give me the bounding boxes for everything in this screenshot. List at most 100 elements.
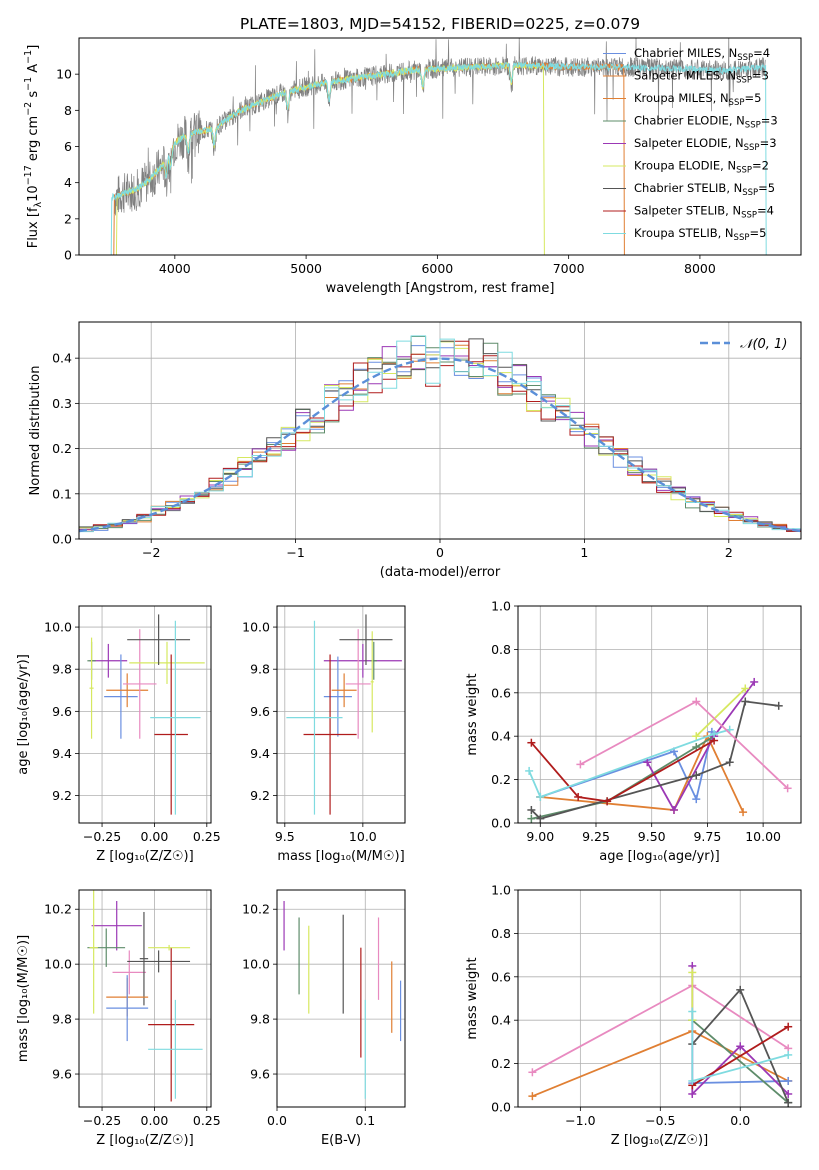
y-tick-label: 6 xyxy=(64,139,72,154)
x-tick-label: 9.50 xyxy=(638,829,666,844)
errorbar-point xyxy=(154,654,188,815)
mass-age-errorbars xyxy=(286,614,402,815)
errorbar-point xyxy=(89,890,98,1014)
plus-marker xyxy=(669,805,678,814)
y-tick-label: 9.4 xyxy=(52,746,72,761)
x-tick-label: 2 xyxy=(725,545,733,560)
plus-marker xyxy=(736,985,745,994)
y-tick-label: 9.8 xyxy=(52,1012,72,1027)
legend-main: Salpeter STELIB, N xyxy=(634,204,741,218)
z-mass-axes: −0.25 0.00 0.25 9.6 9.8 10.0 10.2 Z [log₁₀(Z/Z☉… xyxy=(16,890,221,1148)
plus-marker xyxy=(784,1098,793,1107)
label-part: A xyxy=(26,64,41,77)
plus-marker xyxy=(739,808,748,817)
legend-tail: =4 xyxy=(757,204,774,218)
y-tick-label: 0 xyxy=(64,248,72,263)
y-axis-label: Normed distribution xyxy=(28,366,43,496)
y-tick-label: 0.0 xyxy=(491,816,511,831)
x-tick-label: −2 xyxy=(142,545,160,560)
y-tick-label: 10.2 xyxy=(44,902,72,917)
legend-sub: SSP xyxy=(734,233,750,243)
series-line xyxy=(692,1080,789,1084)
plus-marker xyxy=(692,697,701,706)
x-axis-label: E(B-V) xyxy=(321,1133,361,1148)
series-line xyxy=(540,734,744,813)
z-mass-errorbars xyxy=(87,890,203,1102)
ebv-mass-errorbars xyxy=(283,900,402,1099)
legend-tail: =4 xyxy=(753,46,770,60)
plus-marker xyxy=(692,795,701,804)
errorbar-point xyxy=(339,614,393,665)
plus-marker xyxy=(710,730,719,739)
y-tick-label: 0.4 xyxy=(52,351,72,366)
z-weight-lines xyxy=(528,961,793,1107)
y-tick-label: 0.2 xyxy=(52,441,72,456)
legend-entry: 𝒩(0, 1) xyxy=(740,337,787,352)
x-tick-label: 9.25 xyxy=(582,829,610,844)
series-line xyxy=(540,731,713,802)
x-axis-label: mass [log₁₀(M/M☉)] xyxy=(277,849,404,864)
y-tick-label: 0.6 xyxy=(491,969,511,984)
x-tick-label: −0.25 xyxy=(83,1113,121,1128)
legend-entry: Kroupa MILES, NSSP=5 xyxy=(634,91,761,108)
plus-marker xyxy=(643,758,652,767)
plus-marker xyxy=(784,1076,793,1085)
legend-sub: SSP xyxy=(744,143,760,153)
plus-marker xyxy=(692,771,701,780)
errorbar-point xyxy=(139,911,149,1006)
series-line xyxy=(695,687,746,737)
legend-main: Chabrier STELIB, N xyxy=(634,181,742,195)
ebv-mass-axes: 0.0 0.1 9.6 9.8 10.0 10.2 E(B-V) xyxy=(242,890,405,1148)
legend-main: Kroupa ELODIE, N xyxy=(634,159,736,173)
errorbar-point xyxy=(370,641,377,680)
x-tick-label: 0.00 xyxy=(141,829,169,844)
y-tick-label: 9.4 xyxy=(250,746,270,761)
spectrum-axes: 4000 5000 6000 7000 8000 0 2 4 6 8 10 wavelength [A… xyxy=(56,67,716,296)
plus-marker xyxy=(783,784,792,793)
errorbar-point xyxy=(112,950,147,995)
legend-tail: =5 xyxy=(749,226,766,240)
weight-series xyxy=(576,697,792,793)
errorbar-point xyxy=(89,637,94,739)
y-tick-label: 0.2 xyxy=(491,1056,511,1071)
legend-entry: Kroupa STELIB, NSSP=5 xyxy=(634,226,766,243)
x-tick-label: 1 xyxy=(580,545,588,560)
legend-sub: SSP xyxy=(736,166,752,176)
legend-main: Kroupa MILES, N xyxy=(634,91,729,105)
plus-marker xyxy=(528,1092,537,1101)
y-tick-label: 9.6 xyxy=(52,1067,72,1082)
plus-marker xyxy=(725,758,734,767)
x-tick-label: 10.00 xyxy=(745,829,781,844)
label-part: −1 xyxy=(23,50,34,64)
x-tick-label: 8000 xyxy=(684,261,716,276)
weight-series xyxy=(536,732,748,817)
legend-sub: SSP xyxy=(741,211,757,221)
errorbar-point xyxy=(370,631,374,733)
plus-marker xyxy=(525,766,534,775)
label-part: λ xyxy=(33,201,44,207)
legend-entry: Kroupa ELODIE, NSSP=2 xyxy=(634,159,769,176)
figure-title: PLATE=1803, MJD=54152, FIBERID=0225, z=0… xyxy=(240,15,640,33)
model-spectrum xyxy=(110,61,767,255)
y-axis-label: Flux [fλ10−17 erg cm−2 s−1 A−1] xyxy=(23,45,44,249)
y-tick-label: 9.6 xyxy=(52,704,72,719)
y-tick-label: 10.0 xyxy=(242,957,270,972)
plus-marker xyxy=(688,1089,697,1098)
errorbar-point xyxy=(106,975,149,1042)
label-part: ] xyxy=(26,45,41,50)
plus-marker xyxy=(574,792,583,801)
weight-series xyxy=(643,677,759,814)
legend-sub: SSP xyxy=(737,53,753,63)
z-age-errorbars xyxy=(87,614,205,815)
y-tick-label: 0.8 xyxy=(491,642,511,657)
plus-marker xyxy=(527,805,536,814)
y-tick-label: 9.2 xyxy=(250,788,270,803)
legend-main: Chabrier MILES, N xyxy=(634,46,737,60)
x-axis-label: Z [log₁₀(Z/Z☉)] xyxy=(96,849,193,864)
errorbar-point xyxy=(331,673,357,708)
x-tick-label: −0.25 xyxy=(83,829,121,844)
legend-entry: Salpeter STELIB, NSSP=4 xyxy=(634,204,774,221)
errorbar-point xyxy=(123,629,157,739)
x-axis-label: age [log₁₀(age/yr)] xyxy=(599,849,720,864)
spectrum-plot xyxy=(110,38,767,255)
